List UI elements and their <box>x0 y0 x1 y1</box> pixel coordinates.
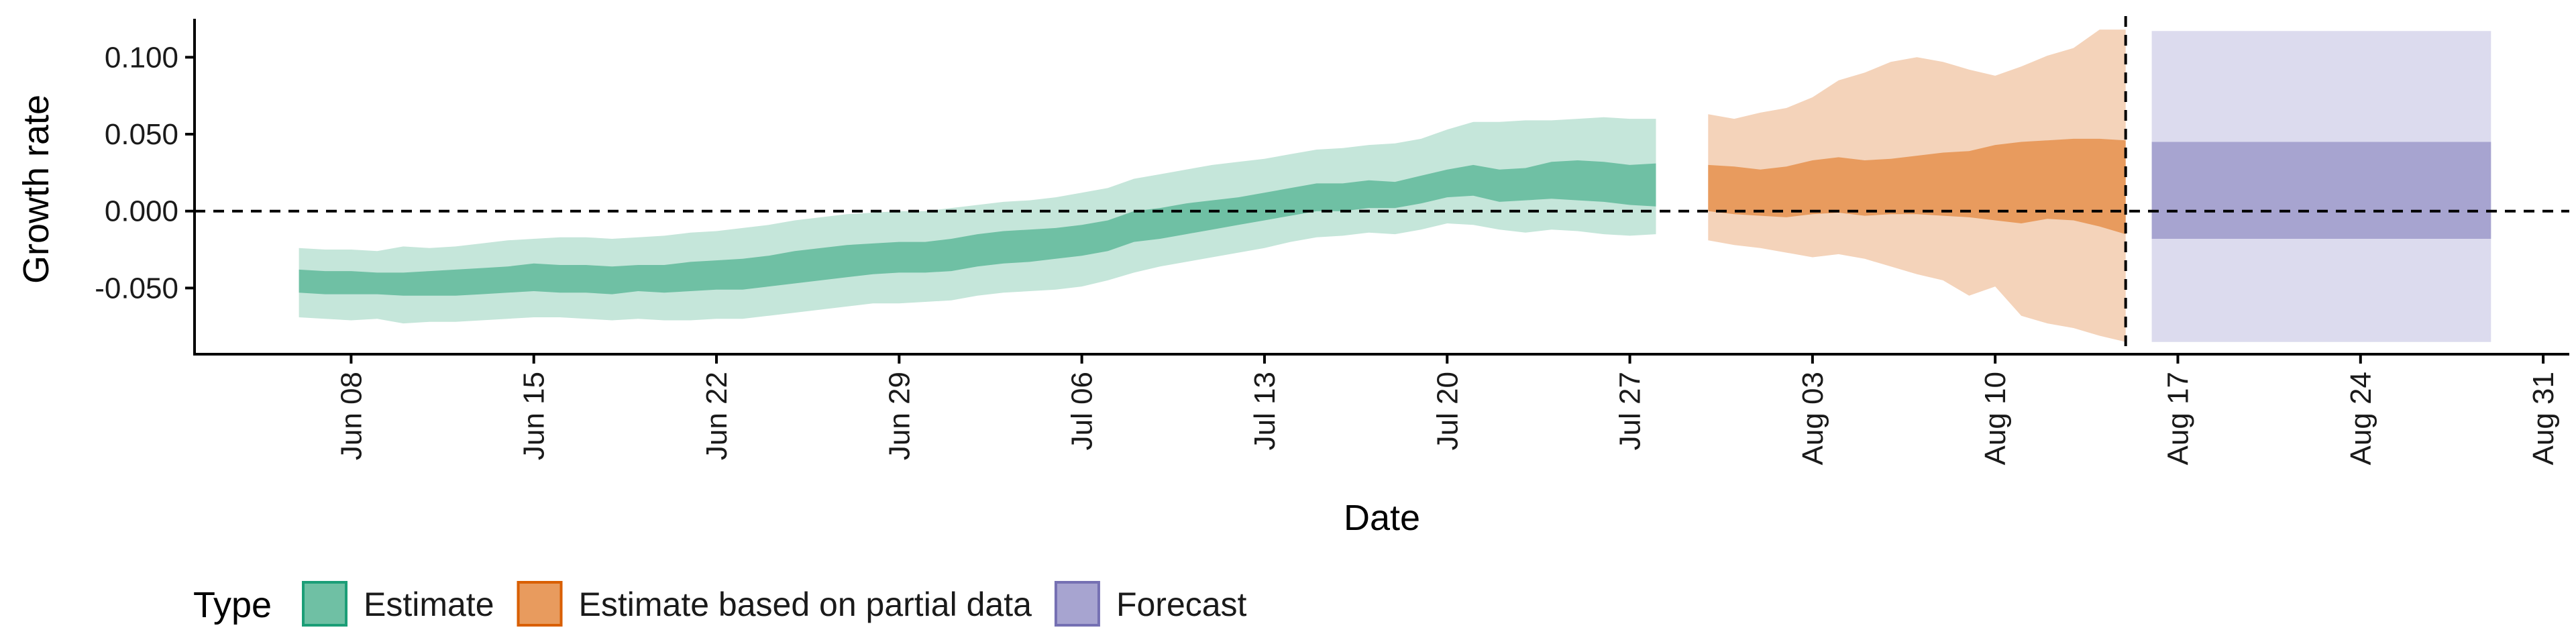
reference-lines <box>195 16 2569 354</box>
ribbon-layer <box>299 30 2491 342</box>
x-tick-label-12: Aug 31 <box>2527 372 2560 465</box>
x-tick-label-3: Jun 29 <box>883 372 916 460</box>
x-tick-label-7: Jul 27 <box>1614 372 1647 450</box>
legend-label-0: Estimate <box>364 586 494 623</box>
axes <box>193 19 2569 356</box>
legend-label-2: Forecast <box>1116 586 1247 623</box>
legend-title: Type <box>193 585 272 625</box>
x-tick-label-10: Aug 17 <box>2162 372 2195 465</box>
x-tick-label-6: Jul 20 <box>1431 372 1464 450</box>
ribbon-50-series-0 <box>299 160 1656 296</box>
x-tick-label-2: Jun 22 <box>700 372 733 460</box>
ribbon-50-series-2 <box>2151 142 2491 239</box>
x-tick-label-8: Aug 03 <box>1796 372 1829 465</box>
x-tick-label-9: Aug 10 <box>1979 372 2012 465</box>
x-tick-label-1: Jun 15 <box>518 372 551 460</box>
legend-swatch-1 <box>517 581 563 627</box>
y-tick-label-3: -0.050 <box>95 272 178 305</box>
y-axis-title: Growth rate <box>16 95 56 284</box>
y-tick-label-1: 0.050 <box>105 118 178 151</box>
x-tick-label-11: Aug 24 <box>2345 372 2377 465</box>
x-tick-label-0: Jun 08 <box>335 372 368 460</box>
x-tick-label-5: Jul 13 <box>1248 372 1281 450</box>
legend-label-1: Estimate based on partial data <box>579 586 1032 623</box>
x-axis-ticks: Jun 08 Jun 15 Jun 22 Jun 29 Jul 06 Jul 13 Jul … <box>335 354 2560 465</box>
y-tick-label-2: 0.000 <box>105 195 178 228</box>
legend: Type Estimate Estimate based on partial d… <box>193 581 1247 627</box>
x-tick-label-4: Jul 06 <box>1066 372 1099 450</box>
legend-swatch-0 <box>302 581 347 627</box>
y-tick-label-0: 0.100 <box>105 41 178 74</box>
y-axis-ticks: 0.100 0.050 0.000 -0.050 <box>95 41 195 305</box>
x-axis-title: Date <box>1344 498 1420 538</box>
legend-swatch-2 <box>1054 581 1100 627</box>
